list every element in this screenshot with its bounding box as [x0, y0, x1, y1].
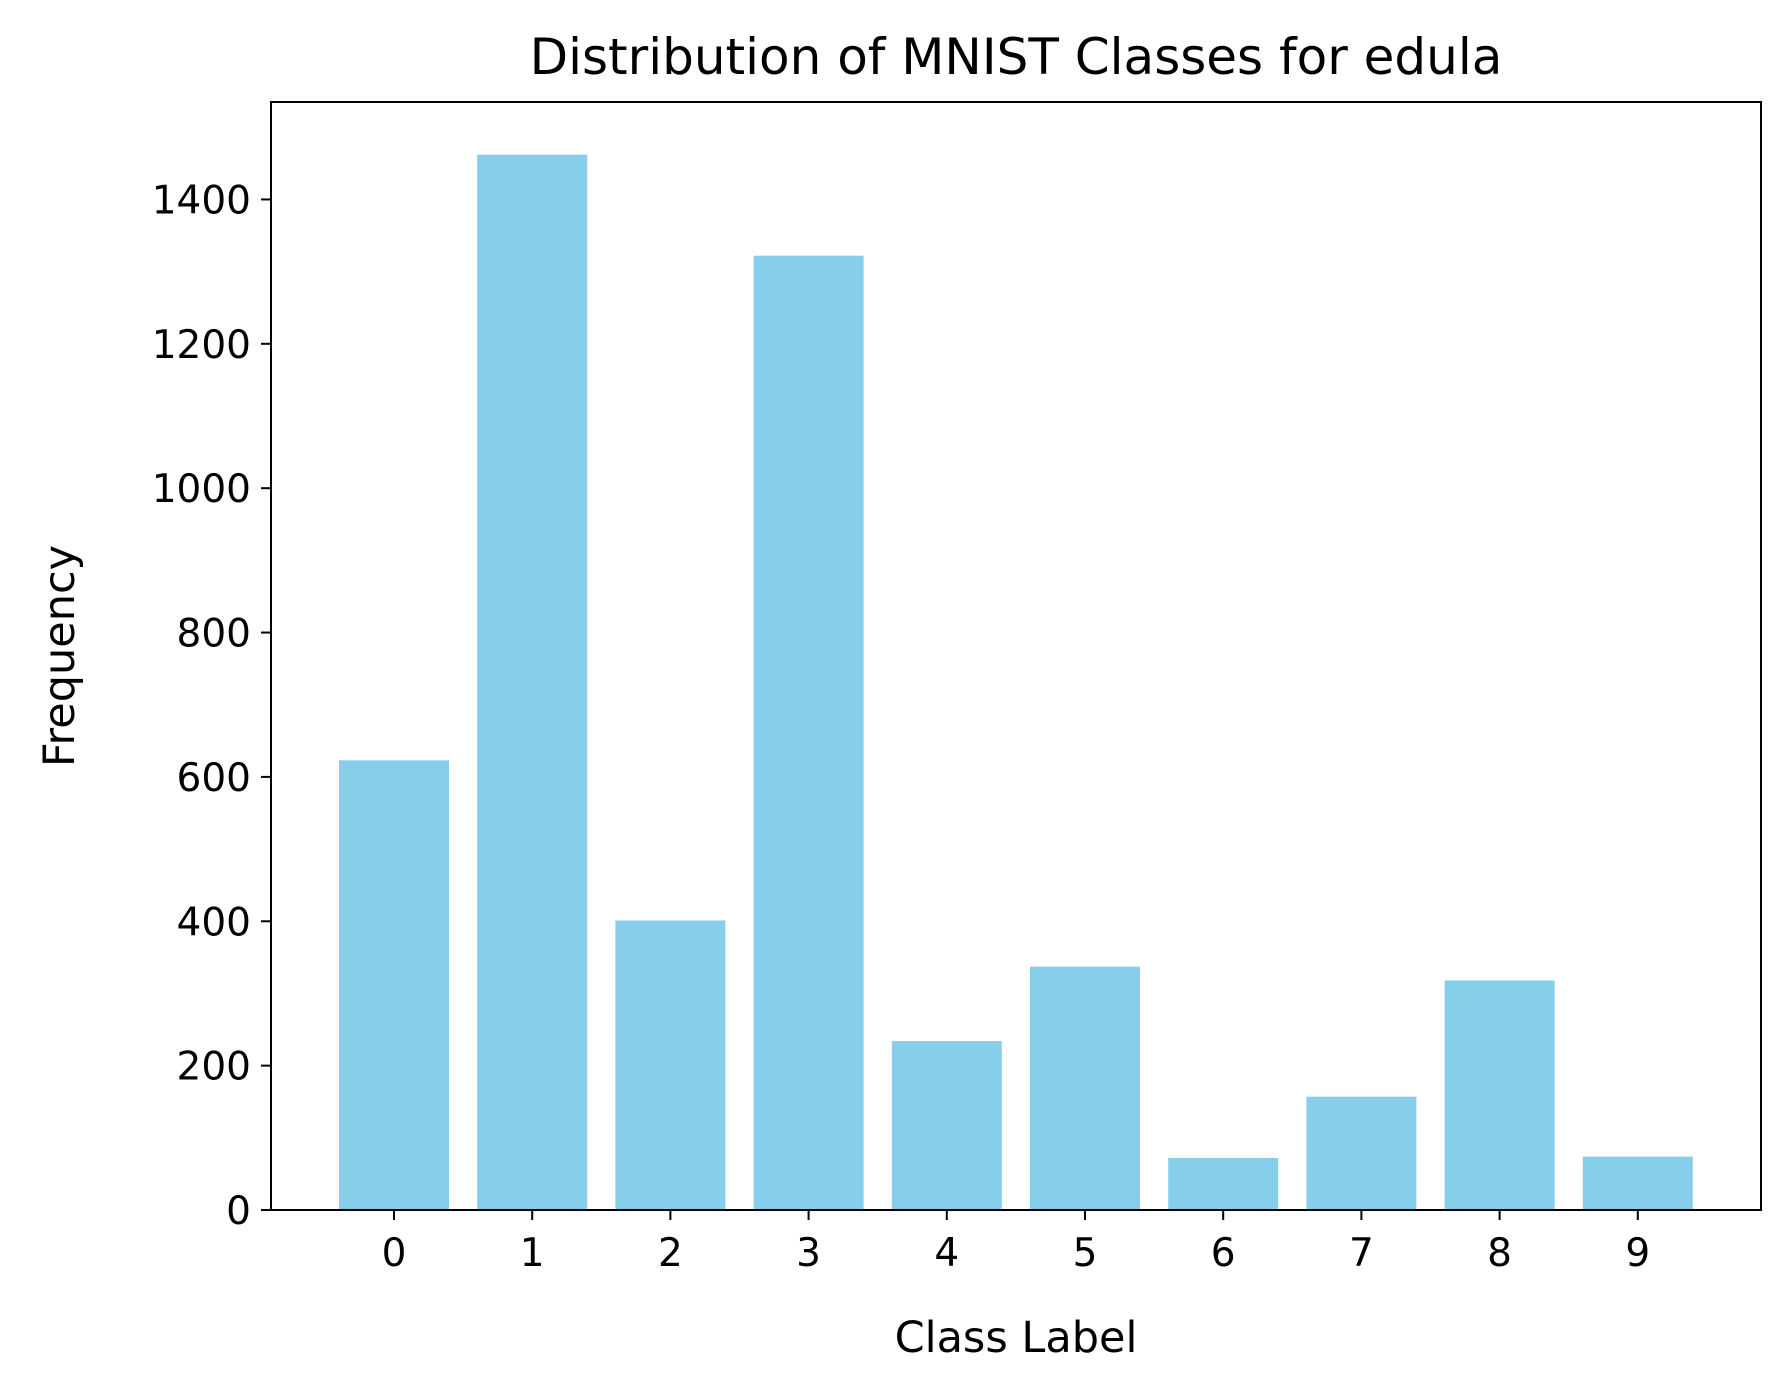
y-tick-label: 400 [177, 900, 251, 945]
x-tick-label: 8 [1487, 1231, 1512, 1276]
y-tick-label: 1400 [152, 178, 251, 223]
y-tick-label: 200 [177, 1045, 251, 1090]
bar-class-8 [1444, 980, 1555, 1210]
x-tick-label: 6 [1211, 1231, 1236, 1276]
y-tick-label: 800 [177, 612, 251, 657]
bar-class-0 [339, 760, 449, 1210]
x-tick-label: 2 [658, 1231, 683, 1276]
x-tick-label: 4 [934, 1231, 959, 1276]
x-tick-label: 5 [1073, 1231, 1098, 1276]
bar-class-4 [891, 1041, 1002, 1210]
plot-area-frame [270, 101, 1762, 1211]
y-tick-label: 0 [226, 1189, 251, 1234]
x-tick-label: 0 [382, 1231, 407, 1276]
bar-class-1 [477, 154, 588, 1211]
bars-group [339, 154, 1693, 1211]
x-tick-label: 9 [1625, 1231, 1650, 1276]
bar-class-7 [1306, 1096, 1417, 1210]
x-tick-label: 1 [520, 1231, 545, 1276]
x-tick-label: 7 [1349, 1231, 1374, 1276]
y-tick-label: 1200 [152, 323, 251, 368]
bar-class-6 [1168, 1158, 1279, 1210]
chart-title: Distribution of MNIST Classes for edula [530, 28, 1503, 86]
x-tick-label: 3 [796, 1231, 821, 1276]
bar-class-2 [615, 920, 726, 1210]
x-axis-label: Class Label [895, 1313, 1138, 1363]
bar-class-3 [753, 255, 864, 1210]
x-axis: 0 1 2 3 4 5 6 7 8 9 [382, 1210, 1650, 1276]
y-axis-label: Frequency [35, 545, 85, 767]
bar-class-5 [1030, 966, 1140, 1210]
y-tick-label: 1000 [152, 467, 251, 512]
bar-class-9 [1582, 1156, 1693, 1210]
y-tick-label: 600 [177, 756, 251, 801]
y-axis: 0 200 400 600 800 1000 1200 1400 [152, 178, 271, 1234]
